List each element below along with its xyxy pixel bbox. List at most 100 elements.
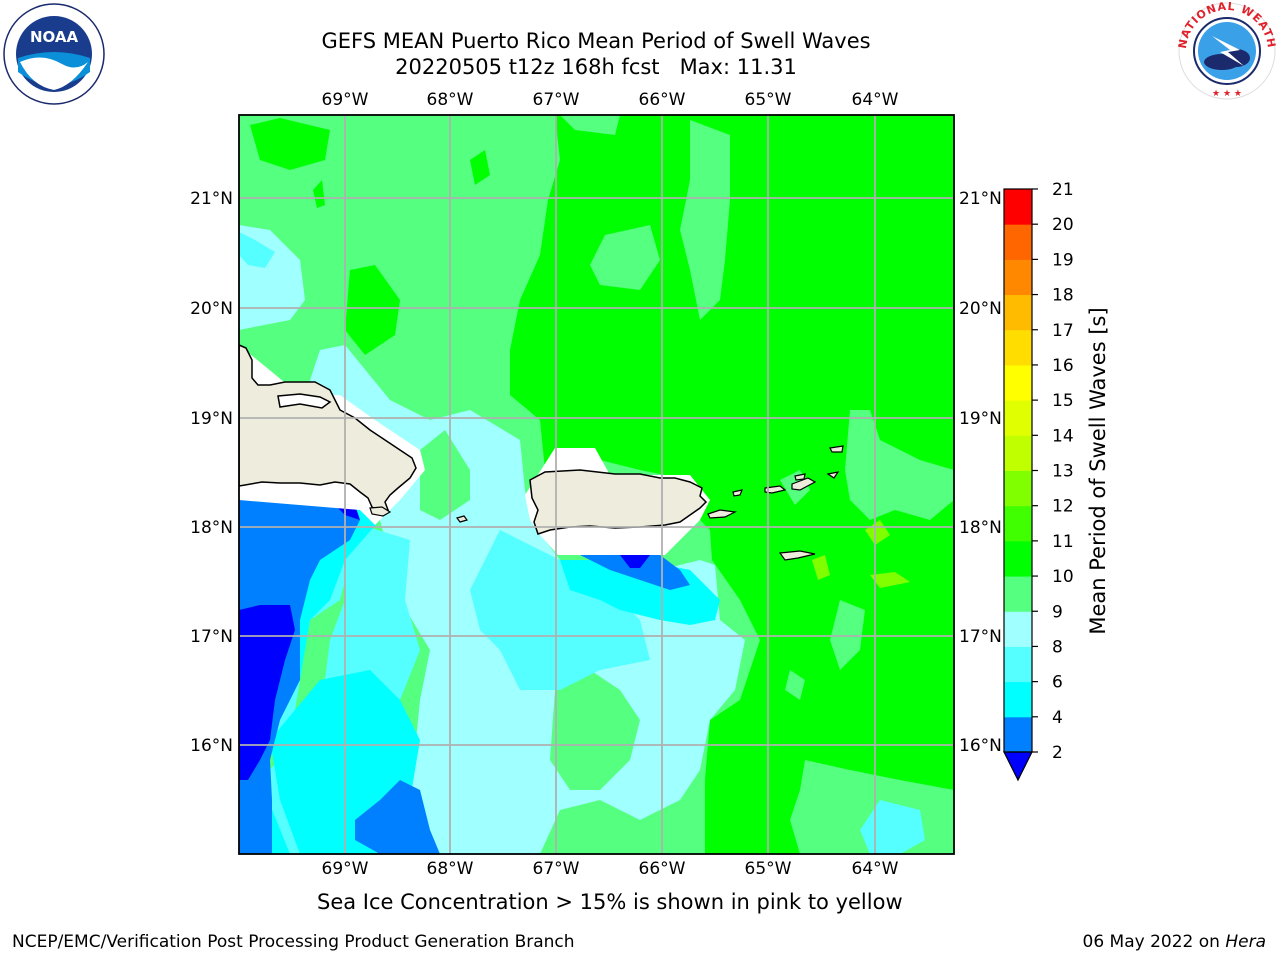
noaa-logo: NOAA — [2, 2, 106, 106]
lat-tick-right: 20°N — [959, 299, 1002, 319]
field-lg-blob-4 — [845, 410, 954, 520]
footer-date-text: 06 May 2022 on — [1082, 932, 1226, 952]
lat-tick-left: 19°N — [190, 409, 233, 429]
sea-ice-caption: Sea Ice Concentration > 15% is shown in … — [317, 890, 903, 914]
land-vi-1 — [732, 489, 743, 497]
colorbar-segment — [1004, 716, 1032, 753]
colorbar-tick-label: 18 — [1052, 286, 1074, 306]
colorbar-tick-label: 11 — [1052, 532, 1074, 552]
footer-date: 06 May 2022 on Hera — [1083, 932, 1267, 952]
colorbar-tick-label: 13 — [1052, 462, 1074, 482]
colorbar-segment — [1004, 259, 1032, 296]
map-panel — [239, 115, 954, 854]
lon-ticks-top: 69°W 68°W 67°W 66°W 65°W 64°W — [322, 90, 899, 110]
footer-credit: NCEP/EMC/Verification Post Processing Pr… — [12, 932, 575, 952]
lon-tick-top: 66°W — [639, 90, 686, 110]
land-vi-3 — [791, 477, 817, 491]
field-green-blob-2 — [345, 265, 400, 355]
field-lg-blob-8 — [785, 670, 805, 700]
land-vi-2 — [764, 485, 787, 494]
lat-tick-left: 16°N — [190, 736, 233, 756]
lon-tick-top: 64°W — [852, 90, 899, 110]
lat-tick-left: 21°N — [190, 189, 233, 209]
lon-tick-top: 67°W — [533, 90, 580, 110]
colorbar-tick-label: 17 — [1052, 321, 1074, 341]
lon-tick-top: 68°W — [427, 90, 474, 110]
colorbar-label: Mean Period of Swell Waves [s] — [1086, 307, 1110, 634]
chart-title-line2: 20220505 t12z 168h fcst Max: 11.31 — [395, 55, 797, 79]
field-lg-blob-3 — [680, 120, 730, 320]
colorbar-segment — [1004, 470, 1032, 507]
lat-tick-right: 19°N — [959, 409, 1002, 429]
field-green-blob-1 — [250, 118, 330, 170]
colorbar-tick-label: 20 — [1052, 215, 1074, 235]
colorbar-tick-label: 15 — [1052, 391, 1074, 411]
colorbar-segment — [1004, 681, 1032, 718]
colorbar: 2 4 6 8 9 10 11 12 13 14 15 16 17 18 19 20 21 — [1003, 180, 1074, 782]
lat-tick-left: 18°N — [190, 518, 233, 538]
field-lg-blob-10 — [550, 670, 640, 790]
chart-title-line1: GEFS MEAN Puerto Rico Mean Period of Swe… — [321, 29, 871, 53]
field-lg-blob-9 — [420, 430, 470, 520]
land-vi-6 — [829, 445, 844, 453]
colorbar-tick-label: 6 — [1052, 673, 1063, 693]
land-vieques — [707, 509, 738, 519]
colorbar-tick-label: 2 — [1052, 743, 1063, 763]
colorbar-tick-label: 4 — [1052, 708, 1063, 728]
colorbar-segment — [1004, 435, 1032, 471]
lon-tick-bottom: 66°W — [639, 859, 686, 879]
land-isla-saona — [369, 506, 392, 517]
lat-tick-left: 20°N — [190, 299, 233, 319]
field-blue — [239, 500, 690, 854]
lat-ticks-right: 21°N 20°N 19°N 18°N 17°N 16°N — [959, 189, 1002, 756]
lat-tick-right: 21°N — [959, 189, 1002, 209]
land-st-croix — [778, 550, 816, 561]
land-vi-4 — [794, 473, 806, 481]
map-gridlines — [239, 115, 954, 854]
lat-tick-right: 17°N — [959, 627, 1002, 647]
noaa-logo-text: NOAA — [30, 28, 79, 46]
colorbar-extend-arrow — [1003, 751, 1033, 782]
colorbar-tick-label: 10 — [1052, 567, 1074, 587]
field-cyan — [239, 500, 720, 854]
field-green-blob-4 — [313, 180, 325, 208]
colorbar-segment — [1004, 224, 1032, 260]
colorbar-segment — [1004, 540, 1032, 577]
colorbar-segment — [1004, 576, 1032, 612]
lon-tick-bottom: 67°W — [533, 859, 580, 879]
land-hispaniola-coast-detail — [277, 393, 332, 409]
colorbar-segment — [1004, 505, 1032, 542]
colorbar-segment — [1004, 611, 1032, 647]
lon-tick-top: 69°W — [322, 90, 369, 110]
land-mona — [455, 515, 469, 523]
lon-tick-bottom: 65°W — [745, 859, 792, 879]
colorbar-segment — [1004, 400, 1032, 436]
land-vi-5 — [826, 471, 840, 479]
lat-tick-right: 18°N — [959, 518, 1002, 538]
svg-text:★ ★ ★: ★ ★ ★ — [1212, 89, 1242, 99]
footer-host: Hera — [1225, 932, 1266, 952]
colorbar-segment — [1004, 646, 1032, 683]
field-lg-blob-2 — [590, 225, 660, 290]
colorbar-tick-label: 8 — [1052, 637, 1063, 657]
map-frame — [238, 114, 955, 855]
lat-tick-left: 17°N — [190, 627, 233, 647]
lon-ticks-bottom: 69°W 68°W 67°W 66°W 65°W 64°W — [322, 859, 899, 879]
lon-tick-top: 65°W — [745, 90, 792, 110]
colorbar-tick-label: 16 — [1052, 356, 1074, 376]
colorbar-segment — [1004, 189, 1032, 225]
field-green-blob-3 — [470, 150, 490, 185]
land-hispaniola — [239, 344, 417, 513]
colorbar-segment — [1004, 329, 1032, 366]
field-lg-blob-1 — [560, 115, 620, 135]
lon-tick-bottom: 64°W — [852, 859, 899, 879]
nws-logo: NATIONAL WEATHER SERVICE ★ ★ ★ — [1171, 0, 1278, 102]
lat-tick-right: 16°N — [959, 736, 1002, 756]
field-yellow-green-2 — [870, 572, 910, 588]
lat-ticks-left: 21°N 20°N 19°N 18°N 17°N 16°N — [190, 189, 233, 756]
colorbar-tick-label: 14 — [1052, 426, 1074, 446]
colorbar-tick-label: 21 — [1052, 180, 1074, 200]
field-lg-blob-7 — [830, 600, 865, 670]
lon-tick-bottom: 69°W — [322, 859, 369, 879]
